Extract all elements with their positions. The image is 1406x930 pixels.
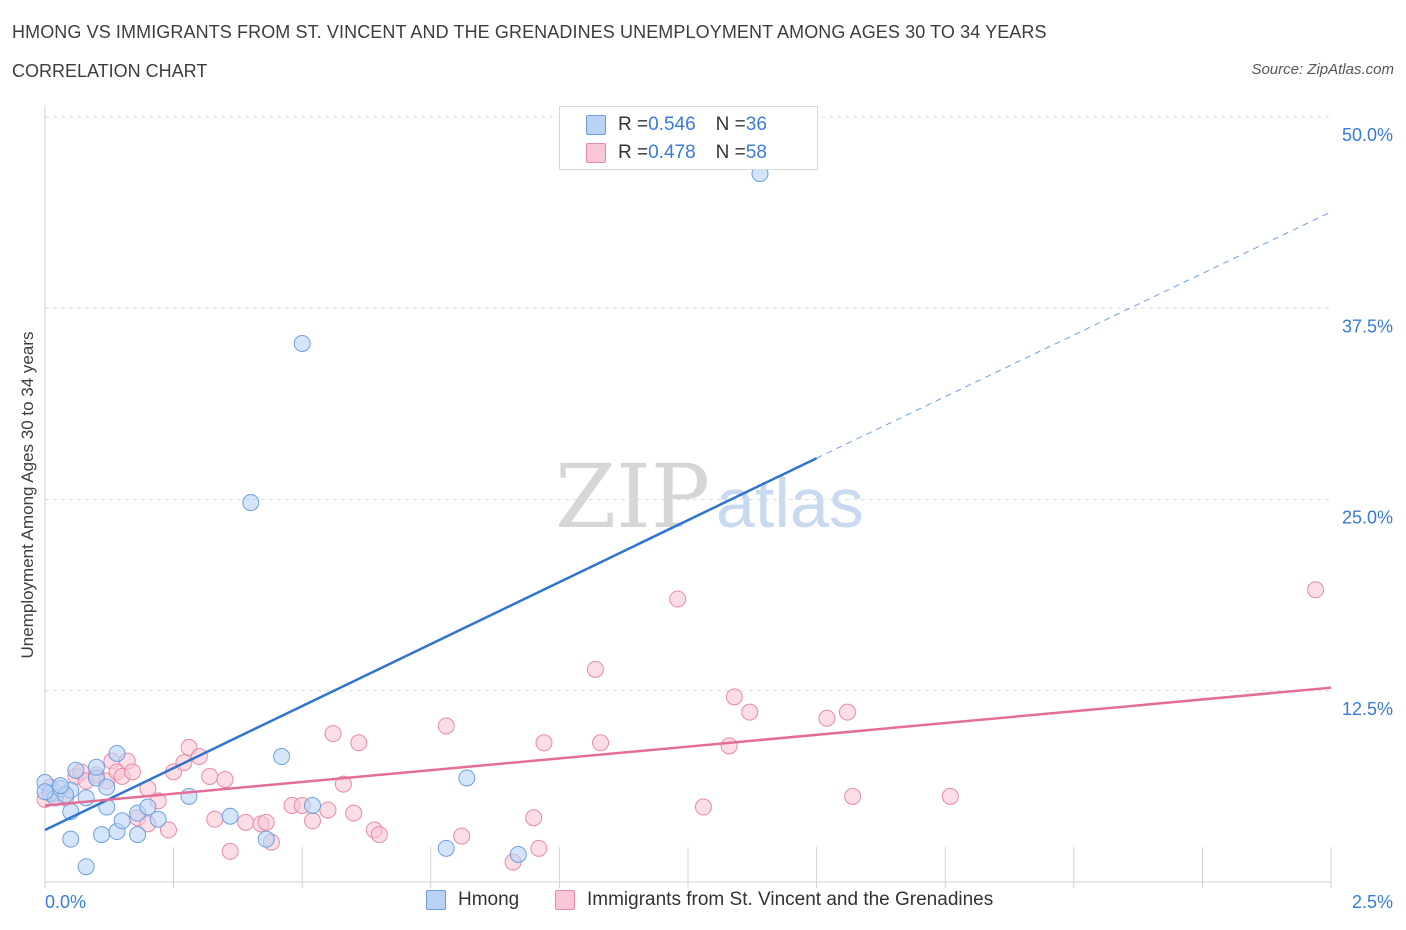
hmong-point	[113, 812, 131, 830]
immigrants-point	[221, 842, 239, 860]
immigrants-point	[844, 787, 862, 805]
hmong-point	[139, 798, 157, 816]
immigrants-point	[838, 703, 856, 721]
immigrants-point	[303, 812, 321, 830]
x-tick-label: 2.5%	[1352, 892, 1393, 912]
immigrants-point	[257, 813, 275, 831]
immigrants-point	[669, 590, 687, 608]
immigrants-point	[592, 734, 610, 752]
hmong-trend-line-extension	[816, 211, 1332, 459]
immigrants-point	[453, 827, 471, 845]
immigrants-point	[345, 804, 363, 822]
chart-subtitle: CORRELATION CHART	[12, 61, 208, 81]
hmong-point	[293, 334, 311, 352]
immigrants-point	[1307, 581, 1325, 599]
bottom-legend-swatch-hmong	[426, 890, 446, 910]
hmong-point	[108, 744, 126, 762]
immigrants-point	[941, 787, 959, 805]
immigrants-point	[586, 660, 604, 678]
bottom-legend-swatch-immigrants	[555, 890, 575, 910]
legend-row-hmong: R = 0.546 N = 36	[586, 114, 767, 136]
hmong-point	[87, 758, 105, 776]
immigrants-point	[319, 801, 337, 819]
legend-swatch-immigrants	[586, 143, 606, 163]
immigrants-point	[334, 775, 352, 793]
source-credit: Source: ZipAtlas.com	[1251, 61, 1394, 78]
immigrants-point	[201, 767, 219, 785]
immigrants-point	[720, 737, 738, 755]
hmong-point	[77, 858, 95, 876]
immigrants-point	[350, 734, 368, 752]
y-tick-label: 25.0%	[1342, 508, 1393, 528]
hmong-point	[62, 830, 80, 848]
watermark-zip: ZIP	[555, 445, 710, 548]
watermark-atlas: atlas	[716, 464, 864, 542]
bottom-legend-hmong: Hmong	[426, 889, 519, 911]
y-tick-label: 50.0%	[1342, 125, 1393, 145]
legend-r-label: R =	[618, 114, 649, 135]
immigrants-point	[694, 798, 712, 816]
hmong-point	[93, 826, 111, 844]
immigrants-point	[206, 810, 224, 828]
legend-r-value-immigrants: 0.478	[648, 142, 696, 163]
hmong-point	[129, 826, 147, 844]
hmong-point	[242, 494, 260, 512]
immigrants-point	[741, 703, 759, 721]
hmong-point	[257, 830, 275, 848]
immigrants-point	[324, 725, 342, 743]
hmong-point	[273, 748, 291, 766]
immigrants-point	[535, 734, 553, 752]
bottom-legend-label-hmong: Hmong	[458, 889, 520, 910]
hmong-point	[36, 783, 54, 801]
stats-legend: R = 0.546 N = 36 R = 0.478 N = 58	[559, 106, 818, 170]
immigrants-point	[159, 821, 177, 839]
x-tick-label: 0.0%	[45, 892, 86, 912]
hmong-point	[149, 810, 167, 828]
legend-n-value-hmong: 36	[745, 114, 767, 135]
immigrants-point	[216, 770, 234, 788]
hmong-point	[98, 778, 116, 796]
legend-n-label: N =	[715, 142, 746, 163]
hmong-point	[67, 761, 85, 779]
legend-swatch-hmong	[586, 115, 606, 135]
immigrants-point	[530, 839, 548, 857]
y-tick-label: 37.5%	[1342, 316, 1393, 336]
hmong-point	[51, 777, 69, 795]
immigrants-trend-line	[44, 686, 1332, 807]
immigrants-point	[818, 709, 836, 727]
legend-n-value-immigrants: 58	[745, 142, 767, 163]
legend-n-label: N =	[715, 114, 746, 135]
hmong-point	[437, 839, 455, 857]
chart-title: HMONG VS IMMIGRANTS FROM ST. VINCENT AND…	[12, 22, 1047, 42]
immigrants-point	[725, 688, 743, 706]
bottom-legend-immigrants: Immigrants from St. Vincent and the Gren…	[555, 889, 993, 911]
bottom-legend-label-immigrants: Immigrants from St. Vincent and the Gren…	[587, 889, 994, 910]
immigrants-point	[437, 717, 455, 735]
immigrants-point	[525, 809, 543, 827]
hmong-point	[509, 845, 527, 863]
immigrants-point	[123, 763, 141, 781]
hmong-trend-line	[44, 457, 818, 832]
hmong-point	[458, 769, 476, 787]
legend-r-label: R =	[618, 142, 649, 163]
immigrants-point	[237, 813, 255, 831]
legend-r-value-hmong: 0.546	[648, 114, 696, 135]
hmong-point	[303, 797, 321, 814]
y-tick-label: 12.5%	[1342, 699, 1393, 719]
hmong-point	[221, 807, 239, 825]
legend-row-immigrants: R = 0.478 N = 58	[586, 142, 767, 164]
immigrants-point	[370, 826, 388, 844]
